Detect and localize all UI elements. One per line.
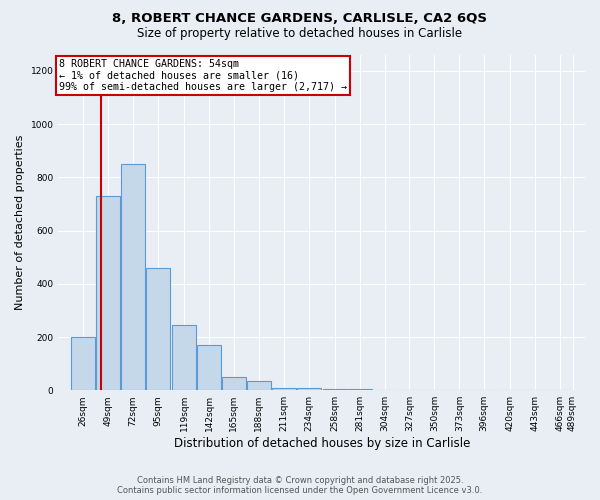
X-axis label: Distribution of detached houses by size in Carlisle: Distribution of detached houses by size … [173, 437, 470, 450]
Text: Size of property relative to detached houses in Carlisle: Size of property relative to detached ho… [137, 28, 463, 40]
Text: 8 ROBERT CHANCE GARDENS: 54sqm
← 1% of detached houses are smaller (16)
99% of s: 8 ROBERT CHANCE GARDENS: 54sqm ← 1% of d… [59, 59, 347, 92]
Bar [146, 268, 170, 390]
Bar [197, 345, 221, 390]
Bar [323, 389, 347, 390]
Bar [297, 388, 320, 390]
Text: 8, ROBERT CHANCE GARDENS, CARLISLE, CA2 6QS: 8, ROBERT CHANCE GARDENS, CARLISLE, CA2 … [113, 12, 487, 26]
Bar [121, 164, 145, 390]
Bar [272, 388, 296, 390]
Bar [222, 377, 246, 390]
Bar [247, 381, 271, 390]
Y-axis label: Number of detached properties: Number of detached properties [15, 135, 25, 310]
Bar [71, 337, 95, 390]
Text: Contains HM Land Registry data © Crown copyright and database right 2025.
Contai: Contains HM Land Registry data © Crown c… [118, 476, 482, 495]
Bar [97, 196, 120, 390]
Bar [172, 325, 196, 390]
